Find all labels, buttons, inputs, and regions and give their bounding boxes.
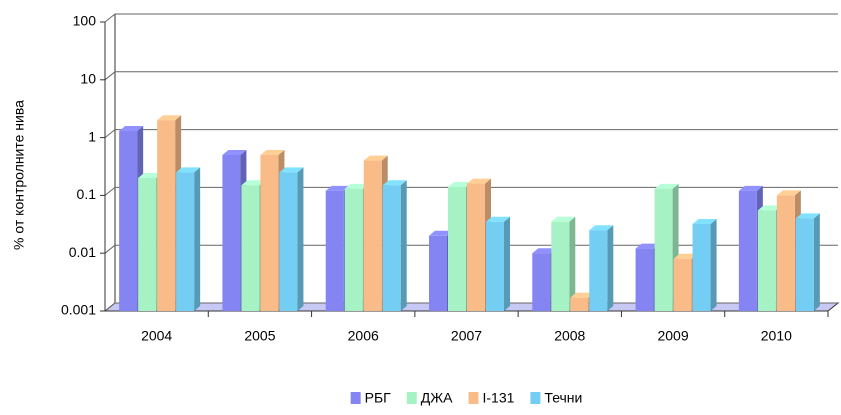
grid-line-diagonal: [104, 187, 116, 196]
bar: [241, 185, 260, 311]
x-tick-label: 2007: [451, 328, 482, 344]
bar: [757, 210, 776, 311]
bar: [344, 188, 363, 311]
grid-line-diagonal: [104, 13, 116, 23]
bar-top: [757, 205, 782, 211]
bar: [157, 120, 176, 311]
bar: [176, 172, 195, 311]
bar: [448, 186, 466, 311]
legend-swatch: [530, 392, 541, 404]
x-tick-label: 2008: [554, 328, 585, 344]
bar: [260, 154, 279, 311]
bar-top: [570, 292, 595, 298]
bar: [222, 154, 241, 311]
bar: [551, 221, 570, 311]
legend: РБГ ДЖА I-131 Течни: [350, 390, 582, 406]
bar: [654, 188, 673, 311]
bar: [692, 224, 711, 311]
bar: [570, 297, 589, 311]
bar: [673, 258, 692, 311]
bar: [776, 195, 795, 311]
bar-top: [382, 180, 407, 186]
y-tick-label: 0.01: [69, 244, 96, 260]
bar-side: [194, 167, 201, 311]
bar: [635, 248, 654, 311]
grid-line-diagonal: [104, 302, 116, 312]
bar-top: [635, 243, 660, 249]
bar-top: [325, 185, 350, 191]
legend-label: ДЖА: [421, 390, 453, 406]
bar: [119, 131, 138, 311]
bar: [467, 183, 485, 311]
x-tick-label: 2004: [141, 328, 172, 344]
bar-top: [692, 219, 717, 225]
bar-side: [710, 219, 717, 311]
bar: [738, 190, 757, 311]
bar-top: [589, 225, 614, 231]
legend-swatch: [406, 392, 417, 404]
y-tick-label: 10: [80, 71, 96, 87]
bar-side: [607, 225, 614, 311]
legend-swatch: [350, 392, 361, 404]
y-axis-label: % от контролните нива: [11, 100, 27, 250]
bar: [363, 160, 382, 311]
bar-top: [363, 155, 388, 161]
grid-line-diagonal: [104, 71, 116, 81]
bar-side: [504, 216, 510, 311]
bar: [382, 185, 401, 311]
bar: [279, 172, 298, 311]
bar-top: [654, 183, 679, 189]
y-tick-label: 0.001: [61, 302, 96, 318]
bar-top: [344, 183, 369, 189]
bar-top: [279, 167, 304, 173]
legend-swatch: [468, 392, 479, 404]
bar-top: [260, 149, 285, 155]
bar-top: [138, 173, 163, 179]
bar-top: [429, 230, 453, 236]
legend-label: I-131: [483, 390, 515, 406]
bar: [138, 178, 157, 311]
bar: [589, 230, 608, 311]
x-tick-label: 2009: [657, 328, 688, 344]
bar-top: [673, 253, 698, 259]
bar-side: [400, 180, 407, 311]
bar-side: [813, 213, 820, 311]
y-tick-label: 0.1: [77, 186, 97, 202]
bar-top: [738, 185, 763, 191]
y-tick-label: 1: [88, 128, 96, 144]
bar: [486, 221, 504, 311]
bar-top: [532, 248, 557, 254]
x-tick-label: 2006: [348, 328, 379, 344]
bar-top: [448, 181, 472, 187]
bar-side: [297, 167, 304, 311]
x-tick-label: 2005: [244, 328, 275, 344]
bar: [429, 235, 447, 311]
bar-top: [486, 216, 510, 222]
bar-top: [776, 190, 801, 196]
bar-top: [176, 167, 201, 173]
bar-top: [157, 115, 182, 121]
bar-top: [795, 213, 820, 219]
bar-top: [467, 178, 491, 184]
bar-side: [569, 216, 576, 311]
bar-top: [241, 180, 266, 186]
bar-top: [551, 216, 576, 222]
y-tick-label: 100: [73, 13, 97, 29]
grid-line-diagonal: [104, 129, 116, 138]
bar-top: [222, 149, 247, 155]
grid-line-diagonal: [104, 244, 116, 254]
bar: [325, 190, 344, 311]
legend-label: Течни: [544, 390, 582, 406]
x-tick-label: 2010: [761, 328, 792, 344]
bar: [795, 218, 814, 311]
legend-label: РБГ: [365, 390, 392, 406]
bar: [532, 253, 551, 311]
bar-top: [119, 126, 144, 132]
